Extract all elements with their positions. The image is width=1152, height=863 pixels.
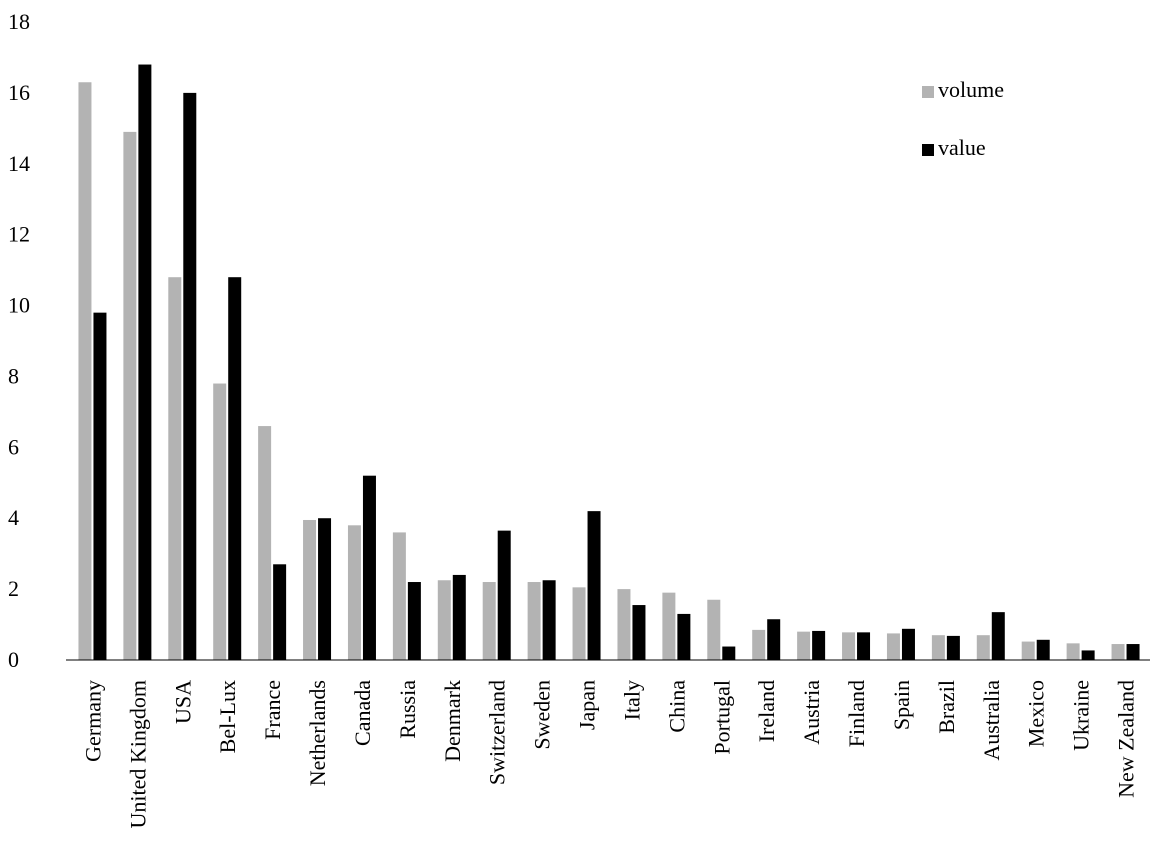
bars [78, 64, 1140, 661]
x-tick-label: Netherlands [305, 680, 330, 786]
bar-value [318, 518, 332, 660]
bar-volume [707, 599, 721, 660]
bar-value [857, 632, 871, 660]
y-axis-ticks: 0 2 4 6 8 10 12 14 16 18 [8, 9, 30, 672]
x-tick-label: Germany [80, 680, 105, 762]
bar-value [1081, 650, 1095, 660]
bar-volume [1021, 641, 1035, 660]
x-axis-labels: Germany United Kingdom USA Bel-Lux France Net… [80, 680, 1138, 829]
bar-value [767, 619, 781, 660]
y-tick-label: 0 [8, 647, 19, 672]
bar-volume [976, 635, 990, 660]
y-tick-label: 6 [8, 434, 19, 459]
bar-volume [886, 633, 900, 660]
y-tick-label: 12 [8, 222, 30, 247]
bar-volume [797, 631, 811, 660]
bar-value [407, 582, 421, 660]
x-tick-label: Australia [979, 680, 1004, 761]
x-tick-label: Spain [889, 680, 914, 730]
bar-value [273, 564, 287, 660]
y-tick-label: 14 [8, 151, 30, 176]
y-tick-label: 10 [8, 293, 30, 318]
bar-value [946, 635, 960, 660]
y-tick-label: 16 [8, 80, 30, 105]
x-tick-label: USA [170, 680, 195, 724]
legend: volume value [922, 77, 1004, 160]
bar-volume [842, 632, 856, 660]
bar-volume [392, 532, 406, 660]
x-tick-label: Canada [350, 680, 375, 746]
x-tick-label: Austria [799, 680, 824, 745]
x-tick-label: France [260, 680, 285, 740]
bar-volume [482, 582, 496, 660]
bar-volume [303, 519, 317, 660]
x-tick-label: United Kingdom [125, 680, 150, 829]
y-tick-label: 2 [8, 576, 19, 601]
x-tick-label: Portugal [709, 680, 734, 755]
bar-volume [572, 587, 586, 660]
x-tick-label: Italy [619, 680, 644, 720]
bar-value [722, 646, 736, 660]
x-tick-label: Russia [395, 680, 420, 739]
x-tick-label: Japan [575, 680, 600, 730]
x-tick-label: Finland [844, 680, 869, 747]
x-tick-label: Ukraine [1069, 680, 1094, 751]
legend-swatch-volume [922, 86, 934, 98]
bar-volume [168, 277, 182, 660]
x-tick-label: China [664, 680, 689, 733]
bar-value [542, 580, 556, 660]
bar-value [991, 612, 1005, 660]
bar-value [93, 312, 107, 660]
bar-value [228, 277, 242, 660]
bar-volume [1066, 643, 1080, 660]
bar-volume [1111, 644, 1125, 660]
x-tick-label: Bel-Lux [215, 680, 240, 753]
bar-volume [527, 582, 541, 660]
bar-volume [617, 589, 631, 660]
y-tick-label: 8 [8, 363, 19, 388]
bar-volume [437, 580, 451, 660]
x-tick-label: Ireland [754, 680, 779, 742]
bar-value [632, 605, 646, 660]
bar-value [138, 64, 152, 661]
legend-label-volume: volume [938, 77, 1004, 102]
bar-volume [931, 635, 945, 660]
x-tick-label: Brazil [934, 680, 959, 734]
bar-value [901, 628, 915, 660]
bar-volume [78, 82, 92, 660]
bar-volume [347, 525, 361, 660]
bar-value [677, 613, 691, 660]
legend-swatch-value [922, 144, 934, 156]
bar-value [587, 511, 601, 660]
x-tick-label: New Zealand [1114, 680, 1139, 798]
bar-value [183, 92, 197, 660]
bar-volume [752, 629, 766, 660]
y-tick-label: 18 [8, 9, 30, 34]
bar-value [452, 574, 466, 660]
x-tick-label: Mexico [1024, 680, 1049, 747]
bar-value [812, 630, 826, 660]
bar-value [497, 530, 511, 660]
bar-volume [662, 592, 676, 660]
bar-volume [123, 131, 137, 660]
y-tick-label: 4 [8, 505, 19, 530]
bar-value [1036, 639, 1050, 660]
x-tick-label: Denmark [440, 680, 465, 762]
bar-value [362, 475, 376, 660]
bar-volume [258, 426, 272, 660]
x-tick-label: Sweden [530, 680, 555, 750]
legend-label-value: value [938, 135, 986, 160]
x-tick-label: Switzerland [485, 680, 510, 785]
bar-value [1126, 644, 1140, 660]
bar-volume [213, 383, 227, 660]
